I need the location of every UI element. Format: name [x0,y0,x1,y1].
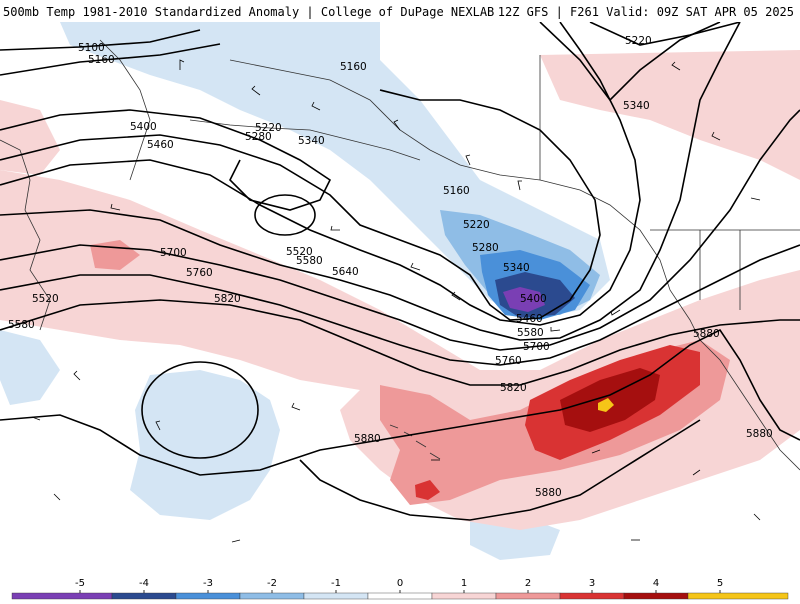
colorbar-segment [495,592,561,600]
contour-label: 5520 [32,293,59,305]
contour-label: 5880 [693,328,720,340]
colorbar-segment [111,592,177,600]
colorbar-tick-label: 5 [717,578,723,589]
contour-label: 5280 [245,131,272,143]
colorbar-segment [303,592,369,600]
hawaii-islands [389,424,441,460]
anomaly-colorbar: -5 -4 -3 -2 -1 0 1 2 3 4 5 [0,574,800,600]
colorbar-segment [687,592,789,600]
contour-label: 5220 [625,35,652,47]
colorbar-segment [559,592,625,600]
contour-label: 5580 [8,319,35,331]
anomaly-cold-central-pacific [130,370,280,520]
colorbar-tick-label: -1 [331,578,341,589]
contour-label-group: 5100 5160 5160 5220 5220 5280 5340 5400 … [8,35,773,499]
colorbar-tick-label: 2 [525,578,531,589]
colorbar-segment [367,592,433,600]
contour-5880-south [299,419,701,521]
contour-label: 5820 [500,382,527,394]
contour-label: 5100 [78,42,105,54]
contour-label: 5760 [495,355,522,367]
contour-label: 5160 [340,61,367,73]
contour-label: 5580 [296,255,323,267]
contour-label: 5160 [443,185,470,197]
contour-closed-low [254,194,316,236]
contour-label: 5340 [623,100,650,112]
geopotential-height-contours [0,22,800,521]
contour-label: 5160 [88,54,115,66]
anomaly-warm-west-blob [90,240,140,270]
contour-closed-high [141,361,259,459]
anomaly-warm-deep [560,368,660,432]
contour-label: 5520 [286,246,313,258]
map-title: 500mb Temp 1981-2010 Standardized Anomal… [3,5,495,19]
anomaly-warm-hawaii-blob [415,480,440,500]
colorbar-segment [431,592,497,600]
contour-label: 5280 [472,242,499,254]
contour-label: 5760 [186,267,213,279]
wind-barbs [31,59,761,543]
aleutian-chain [189,119,421,161]
contour-5700 [0,109,800,351]
contour-label: 5340 [503,262,530,274]
contour-label: 5700 [160,247,187,259]
contour-label: 5700 [523,341,550,353]
anomaly-cold-extreme-core [503,287,545,312]
contour-label: 5220 [463,219,490,231]
anomaly-cold-west [0,330,60,405]
model-run-info: 12Z GFS | F261 Valid: 09Z SAT APR 05 202… [497,5,794,19]
contour-5760 [0,244,800,366]
contour-5460 [0,22,641,326]
colorbar-tick-label: 4 [653,578,659,589]
contour-label: 5400 [130,121,157,133]
contour-label: 5460 [516,313,543,325]
anomaly-warm-extreme [598,398,614,412]
map-header: 500mb Temp 1981-2010 Standardized Anomal… [0,0,800,22]
colorbar-svg: -5 -4 -3 -2 -1 0 1 2 3 4 5 [11,578,789,600]
contour-5880 [0,328,800,476]
contour-5160-west [0,43,221,76]
colorbar-segment [11,592,113,600]
contour-5580 [0,22,741,341]
colorbar-tick-label: 3 [589,578,595,589]
contour-5100 [0,29,201,51]
colorbar-tick-label: 1 [461,578,467,589]
kamchatka-coastline [99,39,151,181]
colorbar-tick-label: -2 [267,578,277,589]
contour-label: 5340 [298,135,325,147]
contour-label: 5880 [746,428,773,440]
contour-label: 5640 [332,266,359,278]
colorbar-tick-label: -3 [203,578,213,589]
colorbar-tick-label: -4 [139,578,149,589]
contour-5220-east [589,22,741,46]
weather-map[interactable]: 5100 5160 5160 5220 5220 5280 5340 5400 … [0,22,800,574]
canada-border [539,55,800,310]
contour-label: 5880 [354,433,381,445]
contour-5340-east [539,22,721,102]
contour-label: 5460 [147,139,174,151]
colorbar-tick-label: 0 [397,578,403,589]
colorbar-segment [175,592,241,600]
colorbar-tick-label: -5 [75,578,85,589]
colorbar-segment [623,592,689,600]
contour-label: 5220 [255,122,282,134]
contour-5820 [0,299,800,386]
anomaly-warm-alaska-interior [540,50,800,180]
contour-5220-west [0,89,601,321]
contour-label: 5880 [535,487,562,499]
contour-label: 5580 [517,327,544,339]
colorbar-segment [239,592,305,600]
contour-label: 5820 [214,293,241,305]
alaska-coastline [229,59,800,471]
contour-label: 5400 [520,293,547,305]
